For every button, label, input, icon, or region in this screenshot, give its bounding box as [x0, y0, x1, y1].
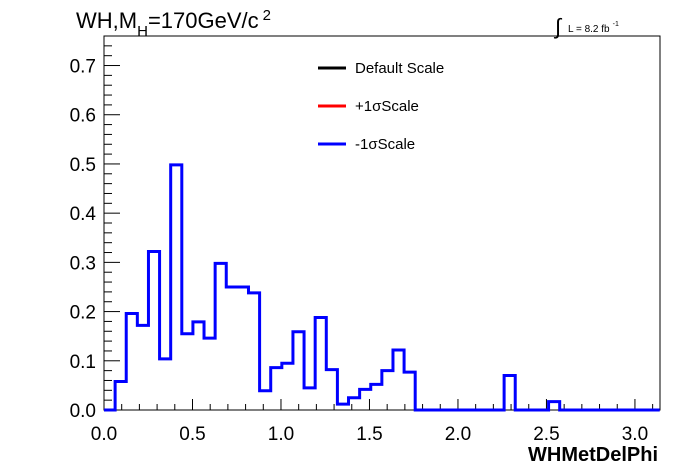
x-axis-title: WHMetDelPhi — [528, 444, 658, 466]
x-tick-label: 3.0 — [622, 424, 648, 445]
y-tick-labels: 0.0 0.1 0.2 0.3 0.4 0.5 0.6 0.7 — [70, 57, 97, 422]
y-tick-label: 0.1 — [70, 352, 96, 373]
lumi-value: L = 8.2 fb — [568, 24, 610, 35]
x-tick-label: 2.5 — [533, 424, 559, 445]
y-tick-label: 0.0 — [70, 401, 96, 422]
x-tick-label: 1.5 — [356, 424, 382, 445]
x-tick-labels: 0.0 0.5 1.0 1.5 2.0 2.5 3.0 — [91, 424, 648, 445]
legend: Default Scale +1σScale -1σScale — [318, 60, 444, 153]
axis-ticks — [103, 45, 654, 411]
title-superscript: 2 — [263, 7, 271, 24]
chart-title: WH,MH=170GeV/c 2 — [76, 7, 271, 40]
title-mid: =170GeV/c — [148, 8, 259, 33]
series-line — [104, 163, 660, 412]
lumi-exponent: -1 — [613, 21, 619, 28]
legend-label: +1σScale — [355, 98, 419, 115]
x-tick-label: 1.0 — [268, 424, 294, 445]
y-tick-label: 0.2 — [70, 303, 96, 324]
integral-symbol: ∫ — [553, 14, 563, 39]
plot-frame — [103, 35, 661, 411]
x-tick-label: 0.5 — [179, 424, 205, 445]
lumi-label: ∫ L = 8.2 fb -1 — [553, 14, 619, 39]
title-prefix: WH,M — [76, 8, 137, 33]
x-tick-label: 0.0 — [91, 424, 117, 445]
legend-label: Default Scale — [355, 60, 444, 77]
lumi-text: L = 8.2 fb -1 — [568, 21, 619, 35]
title-subscript: H — [137, 23, 148, 40]
legend-label: -1σScale — [355, 136, 415, 153]
y-tick-label: 0.7 — [70, 57, 96, 78]
y-tick-label: 0.3 — [70, 253, 96, 274]
y-tick-label: 0.6 — [70, 106, 96, 127]
y-tick-label: 0.4 — [70, 204, 97, 225]
x-tick-label: 2.0 — [445, 424, 471, 445]
y-tick-label: 0.5 — [70, 155, 96, 176]
series-group — [104, 163, 660, 412]
